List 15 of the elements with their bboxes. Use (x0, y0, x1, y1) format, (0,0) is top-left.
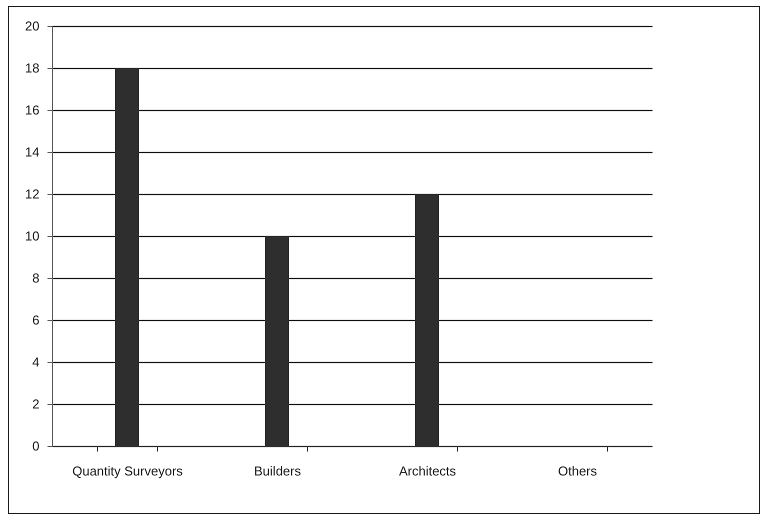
x-tick-label: Others (558, 464, 598, 478)
y-tick-label: 0 (32, 438, 40, 454)
y-tick-label: 16 (25, 102, 40, 118)
y-tick-label: 10 (25, 228, 40, 244)
x-tick-label: Builders (254, 464, 302, 478)
x-tick-label: Quantity Surveyors (72, 464, 184, 478)
y-tick-label: 6 (32, 312, 40, 328)
y-tick-label: 2 (32, 396, 40, 412)
y-tick-label: 4 (32, 354, 40, 370)
y-tick-label: 18 (25, 60, 40, 76)
x-tick-label: Architects (398, 464, 457, 478)
y-tick-label: 14 (25, 144, 40, 160)
y-tick-label: 20 (25, 18, 40, 34)
y-tick-label: 12 (25, 186, 40, 202)
y-tick-label: 8 (32, 270, 40, 286)
